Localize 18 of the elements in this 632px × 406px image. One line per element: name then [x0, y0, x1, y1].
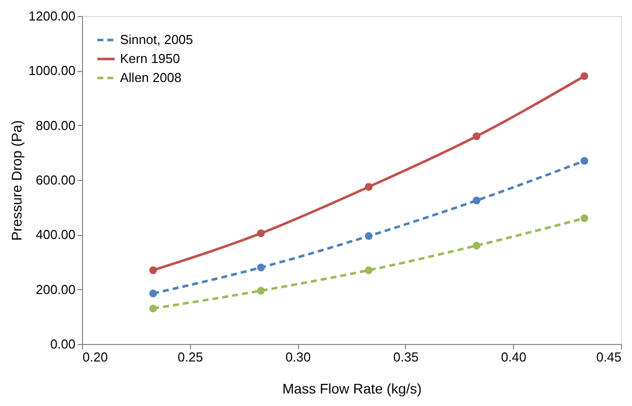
- y-tick-label: 600.00: [36, 172, 76, 188]
- x-tick-label: 0.20: [82, 350, 108, 364]
- y-tick-label: 400.00: [36, 227, 76, 242]
- x-tick-label: 0.30: [285, 350, 311, 364]
- x-axis-title: Mass Flow Rate (kg/s): [282, 380, 422, 396]
- x-tick-label: 0.25: [178, 350, 203, 364]
- y-tick-label: 0.00: [50, 336, 76, 352]
- legend-label: Allen 2008: [120, 70, 182, 85]
- y-tick-label: 1200.00: [28, 8, 76, 24]
- y-tick-label: 200.00: [36, 282, 76, 297]
- legend-label: Sinnot, 2005: [120, 32, 194, 47]
- x-tick-label: 0.35: [393, 350, 419, 364]
- x-tick-label: 0.45: [596, 350, 622, 364]
- y-axis-title: Pressure Drop (Pa): [8, 120, 25, 241]
- y-tick-label: 800.00: [36, 118, 76, 133]
- x-tick-label: 0.40: [501, 350, 526, 364]
- y-tick-label: 1000.00: [28, 63, 76, 78]
- legend-label: Kern 1950: [120, 51, 180, 66]
